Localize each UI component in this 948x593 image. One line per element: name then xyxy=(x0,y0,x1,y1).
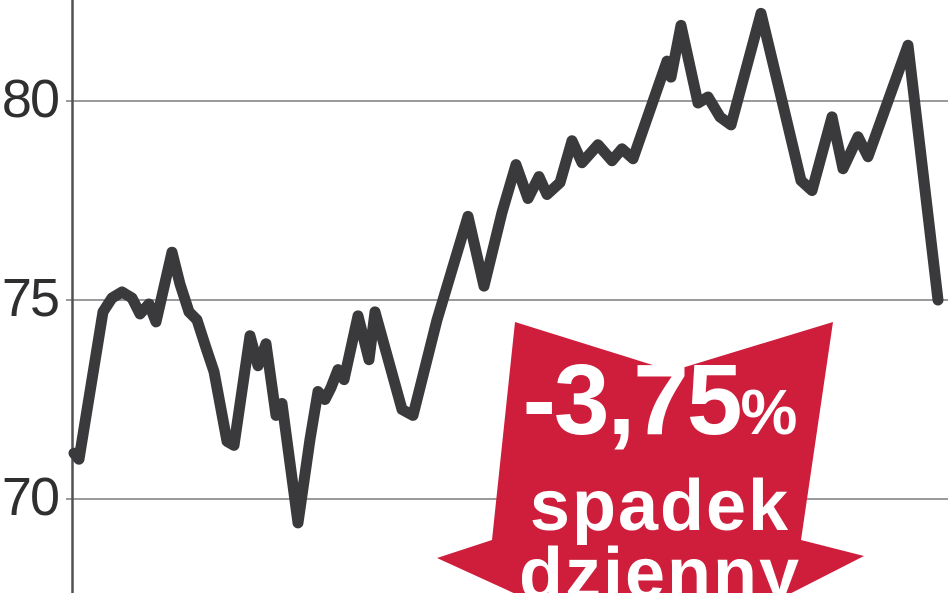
y-tick-label-75: 75 xyxy=(1,268,60,328)
percent-sign: % xyxy=(740,376,798,448)
decline-arrow-shape xyxy=(437,322,864,593)
decline-badge: -3,75% spadek dzienny xyxy=(460,350,860,593)
decline-word-dzienny: dzienny xyxy=(518,534,802,593)
decline-percent-line: -3,75% xyxy=(460,350,860,462)
decline-percent-value: -3,75 xyxy=(522,344,743,456)
decline-word-spadek: spadek xyxy=(529,466,791,546)
y-tick-label-80: 80 xyxy=(1,69,60,129)
price-line xyxy=(68,7,944,529)
y-tick-label-70: 70 xyxy=(1,467,60,527)
